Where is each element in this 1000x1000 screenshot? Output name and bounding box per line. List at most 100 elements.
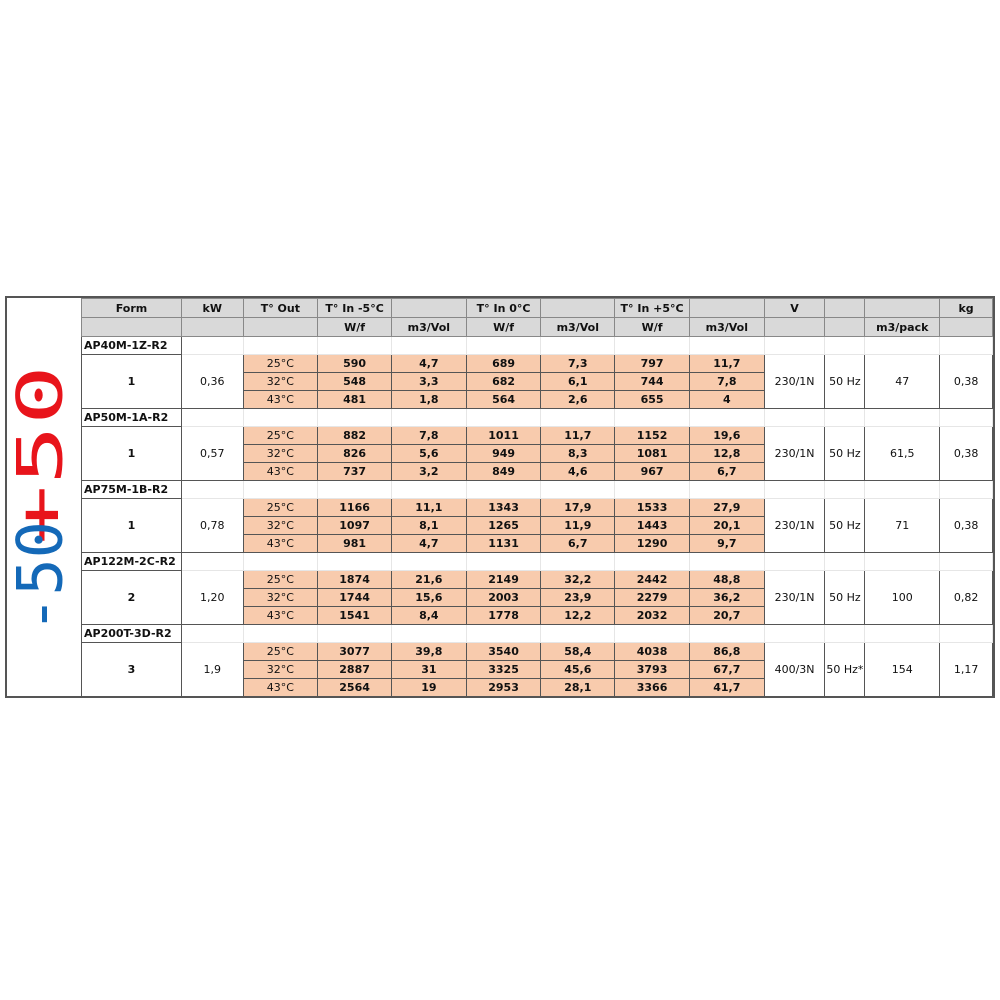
performance-value: 1443 (614, 516, 690, 535)
header-row: Form kW T° Out T° In -5°C T° In 0°C T° In +5°… (81, 298, 993, 318)
empty-cell (939, 336, 993, 355)
data-row: 43°C 981 4,7 1131 6,7 1290 9,7 (82, 534, 993, 553)
t-out-value: 32°C (242, 588, 319, 607)
performance-value: 4038 (614, 642, 690, 661)
model-row: AP75M-1B-R2 (81, 480, 993, 499)
performance-value: 2003 (465, 588, 542, 607)
empty-cell (864, 480, 941, 499)
performance-value: 1166 (317, 498, 393, 517)
model-name: AP40M-1Z-R2 (81, 336, 182, 355)
empty-cell (465, 336, 542, 355)
model-name: AP122M-2C-R2 (81, 552, 182, 571)
empty-cell (763, 552, 826, 571)
kw-value: 0,57 (180, 426, 244, 481)
performance-value: 11,7 (689, 354, 765, 373)
pack-volume-value: 47 (864, 354, 941, 409)
performance-value: 1290 (614, 534, 690, 553)
t-out-value: 32°C (242, 372, 319, 391)
empty-cell (824, 480, 866, 499)
performance-value: 1874 (317, 570, 393, 589)
t-out-value: 43°C (242, 606, 319, 625)
empty-cell (939, 408, 993, 427)
t-out-value: 32°C (242, 660, 319, 679)
column-header: m3/pack (864, 317, 941, 337)
empty-cell (614, 336, 690, 355)
model-name: AP200T-3D-R2 (81, 624, 182, 643)
performance-value: 20,1 (689, 516, 765, 535)
performance-value: 967 (614, 462, 690, 481)
voltage-value: 230/1N (763, 426, 826, 481)
column-header: kg (939, 298, 993, 318)
weight-value: 0,82 (939, 570, 993, 625)
performance-value: 2564 (317, 678, 393, 697)
performance-value: 548 (317, 372, 393, 391)
performance-value: 23,9 (540, 588, 616, 607)
performance-value: 2149 (465, 570, 542, 589)
kw-value: 0,78 (180, 498, 244, 553)
empty-cell (824, 336, 866, 355)
empty-cell (180, 480, 244, 499)
column-header (864, 298, 941, 318)
performance-value: 11,9 (540, 516, 616, 535)
column-header (81, 317, 182, 337)
performance-value: 12,8 (689, 444, 765, 463)
empty-cell (317, 336, 393, 355)
performance-value: 1011 (465, 426, 542, 445)
empty-cell (824, 624, 866, 643)
performance-value: 19 (391, 678, 467, 697)
performance-value: 689 (465, 354, 542, 373)
pack-volume-value: 154 (864, 642, 941, 697)
minus-50-label: -50 (7, 521, 77, 633)
performance-value: 797 (614, 354, 690, 373)
empty-cell (180, 552, 244, 571)
pack-volume-value: 100 (864, 570, 941, 625)
empty-cell (763, 336, 826, 355)
model-name: AP75M-1B-R2 (81, 480, 182, 499)
empty-cell (540, 408, 616, 427)
kw-value: 1,9 (180, 642, 244, 697)
data-row: 43°C 737 3,2 849 4,6 967 6,7 (82, 462, 993, 481)
kw-value: 1,20 (180, 570, 244, 625)
performance-value: 19,6 (689, 426, 765, 445)
performance-value: 12,2 (540, 606, 616, 625)
column-header (391, 298, 467, 318)
empty-cell (180, 408, 244, 427)
performance-value: 2,6 (540, 390, 616, 409)
performance-value: 86,8 (689, 642, 765, 661)
empty-cell (180, 624, 244, 643)
column-header (939, 317, 993, 337)
t-out-value: 25°C (242, 354, 319, 373)
data-row: 32°C 548 3,3 682 6,1 744 7,8 (82, 372, 993, 391)
empty-cell (540, 552, 616, 571)
t-out-value: 25°C (242, 570, 319, 589)
model-row: AP40M-1Z-R2 (81, 336, 993, 355)
performance-value: 8,4 (391, 606, 467, 625)
empty-cell (391, 624, 467, 643)
data-row: 43°C 2564 19 2953 28,1 3366 41,7 (82, 678, 993, 697)
column-header (180, 317, 244, 337)
column-header (763, 317, 826, 337)
column-header: W/f (465, 317, 542, 337)
empty-cell (614, 480, 690, 499)
performance-value: 655 (614, 390, 690, 409)
empty-cell (465, 552, 542, 571)
empty-cell (614, 552, 690, 571)
performance-value: 15,6 (391, 588, 467, 607)
performance-value: 564 (465, 390, 542, 409)
empty-cell (242, 408, 319, 427)
performance-value: 8,3 (540, 444, 616, 463)
performance-value: 590 (317, 354, 393, 373)
empty-cell (465, 408, 542, 427)
performance-value: 8,1 (391, 516, 467, 535)
performance-value: 981 (317, 534, 393, 553)
performance-value: 1778 (465, 606, 542, 625)
performance-value: 9,7 (689, 534, 765, 553)
column-header: V (763, 298, 826, 318)
column-header: m3/Vol (689, 317, 765, 337)
performance-value: 1152 (614, 426, 690, 445)
pack-volume-value: 71 (864, 498, 941, 553)
column-header: m3/Vol (391, 317, 467, 337)
empty-cell (864, 624, 941, 643)
performance-value: 826 (317, 444, 393, 463)
performance-value: 28,1 (540, 678, 616, 697)
